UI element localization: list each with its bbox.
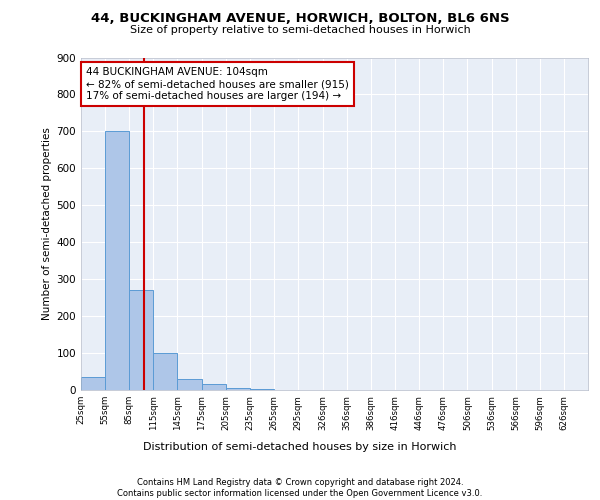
Text: Contains HM Land Registry data © Crown copyright and database right 2024.
Contai: Contains HM Land Registry data © Crown c… bbox=[118, 478, 482, 498]
Bar bbox=[81, 377, 105, 390]
Text: 44 BUCKINGHAM AVENUE: 104sqm
← 82% of semi-detached houses are smaller (915)
17%: 44 BUCKINGHAM AVENUE: 104sqm ← 82% of se… bbox=[86, 68, 349, 100]
Bar bbox=[129, 290, 154, 390]
Text: Size of property relative to semi-detached houses in Horwich: Size of property relative to semi-detach… bbox=[130, 25, 470, 35]
Text: 44, BUCKINGHAM AVENUE, HORWICH, BOLTON, BL6 6NS: 44, BUCKINGHAM AVENUE, HORWICH, BOLTON, … bbox=[91, 12, 509, 26]
Bar bbox=[202, 384, 226, 390]
Bar bbox=[105, 132, 129, 390]
Bar bbox=[178, 379, 202, 390]
Text: Distribution of semi-detached houses by size in Horwich: Distribution of semi-detached houses by … bbox=[143, 442, 457, 452]
Bar bbox=[154, 353, 178, 390]
Bar bbox=[226, 388, 250, 390]
Y-axis label: Number of semi-detached properties: Number of semi-detached properties bbox=[43, 128, 52, 320]
